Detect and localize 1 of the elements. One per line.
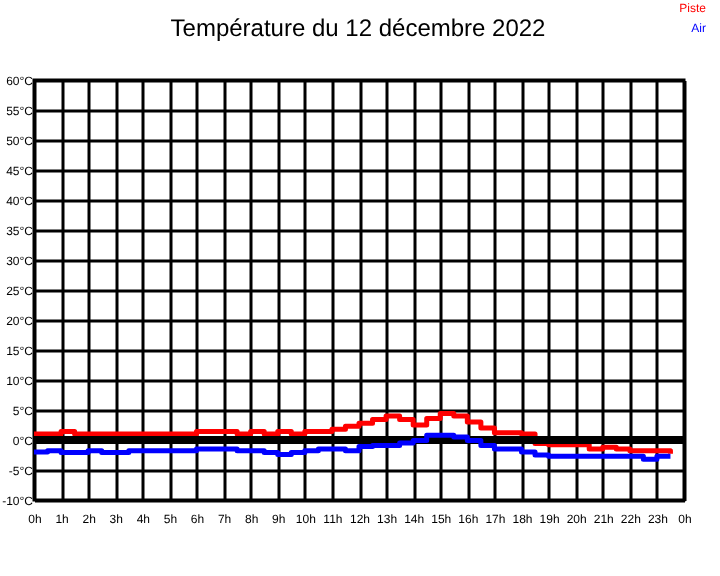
chart-title: Température du 12 décembre 2022 [170, 14, 547, 42]
